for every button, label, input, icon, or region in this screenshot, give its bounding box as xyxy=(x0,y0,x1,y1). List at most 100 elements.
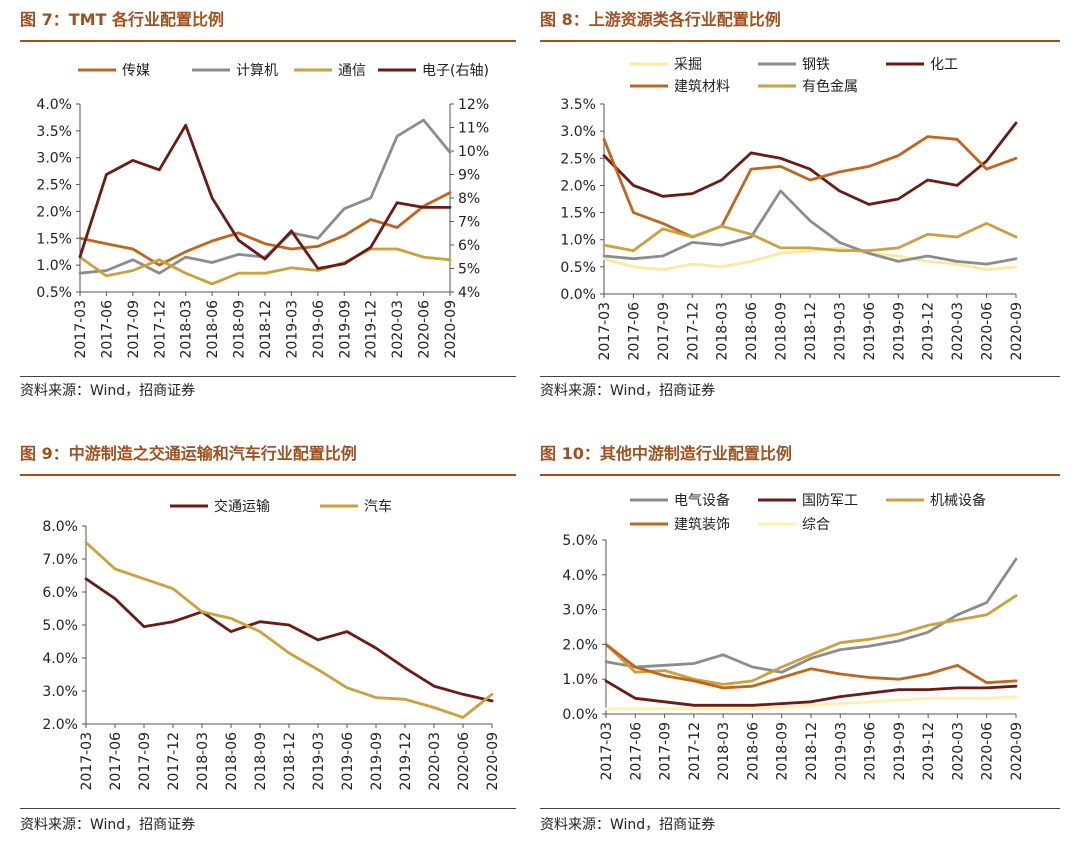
y-tick-label: 0.0% xyxy=(562,707,598,723)
y-tick-label: 1.0% xyxy=(560,233,596,249)
source-rule xyxy=(20,808,516,809)
source-note: 资料来源：Wind，招商证券 xyxy=(540,817,716,833)
x-tick-label: 2017-06 xyxy=(626,302,642,361)
x-tick-label: 2017-12 xyxy=(166,732,182,791)
y-tick-label: 3.0% xyxy=(562,603,598,619)
y-tick-label: 0.5% xyxy=(560,260,596,276)
x-tick-label: 2018-03 xyxy=(716,722,732,781)
series-line-化工 xyxy=(602,121,1018,206)
chart-panel-midstream: 图 10：其他中游制造行业配置比例 电气设备 国防军工 机械设备 建筑装饰 综合 0.0%… xyxy=(540,440,1060,840)
legend-label-电气设备: 电气设备 xyxy=(674,492,730,509)
y-tick-label: 3.0% xyxy=(36,151,72,167)
series-line-建筑装饰 xyxy=(604,642,1018,690)
y2-tick-label: 6% xyxy=(458,238,480,254)
x-tick-label: 2019-06 xyxy=(340,732,356,791)
title-rule xyxy=(540,474,1060,476)
legend-label-交通运输: 交通运输 xyxy=(214,498,270,515)
x-tick-label: 2019-03 xyxy=(832,302,848,361)
x-tick-label: 2019-12 xyxy=(921,302,937,361)
y-tick-label: 3.0% xyxy=(560,124,596,140)
x-tick-label: 2017-12 xyxy=(685,302,701,361)
x-tick-label: 2017-09 xyxy=(137,732,153,791)
series-line-交通运输 xyxy=(84,577,494,703)
x-tick-label: 2017-06 xyxy=(628,722,644,781)
x-tick-label: 2019-09 xyxy=(892,722,908,781)
y2-tick-label: 12% xyxy=(458,97,489,113)
x-tick-label: 2018-06 xyxy=(224,732,240,791)
y2-tick-label: 4% xyxy=(458,285,480,301)
x-tick-label: 2018-06 xyxy=(744,302,760,361)
y-tick-label: 3.0% xyxy=(42,684,78,700)
x-tick-label: 2018-12 xyxy=(282,732,298,791)
legend-label-建筑材料: 建筑材料 xyxy=(674,79,730,95)
x-tick-label: 2020-03 xyxy=(390,300,406,359)
x-tick-label: 2017-09 xyxy=(656,302,672,361)
x-tick-label: 2018-06 xyxy=(745,722,761,781)
series-line-传媒 xyxy=(78,191,452,267)
y-tick-label: 6.0% xyxy=(42,585,78,601)
x-tick-label: 2020-09 xyxy=(485,732,501,791)
y-tick-label: 1.0% xyxy=(36,258,72,274)
source-note: 资料来源：Wind，招商证券 xyxy=(540,383,716,399)
legend-label-有色金属: 有色金属 xyxy=(802,78,858,95)
x-tick-label: 2019-03 xyxy=(833,722,849,781)
chart-panel-upstream: 图 8：上游资源类各行业配置比例 采掘 钢铁 化工 建筑材料 有色金属 0.0% 0.5% 1… xyxy=(540,6,1060,400)
x-tick-label: 2020-06 xyxy=(980,722,996,781)
x-tick-label: 2018-12 xyxy=(258,300,274,359)
y-tick-label: 2.5% xyxy=(36,178,72,194)
legend-label-化工: 化工 xyxy=(930,57,958,73)
x-tick-label: 2018-09 xyxy=(253,732,269,791)
series-line-国防军工 xyxy=(604,679,1018,707)
y2-tick-label: 7% xyxy=(458,215,480,231)
x-tick-label: 2019-09 xyxy=(337,300,353,359)
tmt-chart: 传媒 计算机 通信 电子(右轴) 0.5% 1.0% 1.5% 2.0% 2.5% 3.0% 3.5… xyxy=(36,63,489,359)
chart-title: 图 7：TMT 各行业配置比例 xyxy=(20,10,225,29)
legend-label-综合: 综合 xyxy=(802,517,830,533)
series-line-电子右轴 xyxy=(78,123,452,270)
x-tick-label: 2020-09 xyxy=(443,300,459,359)
x-tick-label: 2020-06 xyxy=(980,302,996,361)
title-rule xyxy=(20,40,516,42)
x-tick-label: 2017-06 xyxy=(99,300,115,359)
x-tick-label: 2019-06 xyxy=(862,302,878,361)
x-tick-label: 2020-03 xyxy=(950,302,966,361)
y-tick-label: 4.0% xyxy=(42,651,78,667)
series-line-有色金属 xyxy=(602,221,1018,253)
y-tick-label: 2.0% xyxy=(36,204,72,220)
series-line-综合 xyxy=(604,695,1018,711)
legend-label-计算机: 计算机 xyxy=(236,63,278,79)
y-tick-label: 2.0% xyxy=(562,637,598,653)
x-tick-label: 2019-12 xyxy=(364,300,380,359)
x-tick-label: 2019-03 xyxy=(284,300,300,359)
title-rule xyxy=(540,40,1060,42)
legend-label-汽车: 汽车 xyxy=(364,498,392,515)
y-tick-label: 3.5% xyxy=(36,124,72,140)
x-tick-label: 2017-03 xyxy=(79,732,95,791)
x-tick-label: 2020-03 xyxy=(427,732,443,791)
x-tick-label: 2020-09 xyxy=(1009,302,1025,361)
x-tick-label: 2018-12 xyxy=(803,302,819,361)
x-tick-label: 2017-09 xyxy=(126,300,142,359)
y-tick-label: 2.5% xyxy=(560,151,596,167)
x-tick-label: 2018-09 xyxy=(232,300,248,359)
y-tick-label: 0.0% xyxy=(560,287,596,303)
legend-label-国防军工: 国防军工 xyxy=(802,493,858,509)
legend-label-钢铁: 钢铁 xyxy=(802,57,830,73)
chart-title: 图 10：其他中游制造行业配置比例 xyxy=(540,444,792,463)
x-tick-label: 2017-06 xyxy=(108,732,124,791)
source-rule xyxy=(20,376,516,377)
legend-label-通信: 通信 xyxy=(338,63,366,79)
x-tick-label: 2019-06 xyxy=(311,300,327,359)
y-tick-label: 8.0% xyxy=(42,519,78,535)
y2-tick-label: 11% xyxy=(458,121,489,137)
x-tick-label: 2018-03 xyxy=(195,732,211,791)
y-tick-label: 7.0% xyxy=(42,552,78,568)
chart-panel-transport-auto: 图 9：中游制造之交通运输和汽车行业配置比例 交通运输 汽车 2.0% 3.0% 4.0… xyxy=(20,440,516,840)
x-tick-label: 2019-12 xyxy=(398,732,414,791)
chart-title: 图 9：中游制造之交通运输和汽车行业配置比例 xyxy=(20,444,357,463)
x-tick-label: 2017-12 xyxy=(152,300,168,359)
series-line-建筑材料 xyxy=(602,135,1018,239)
series-line-汽车 xyxy=(84,541,494,719)
